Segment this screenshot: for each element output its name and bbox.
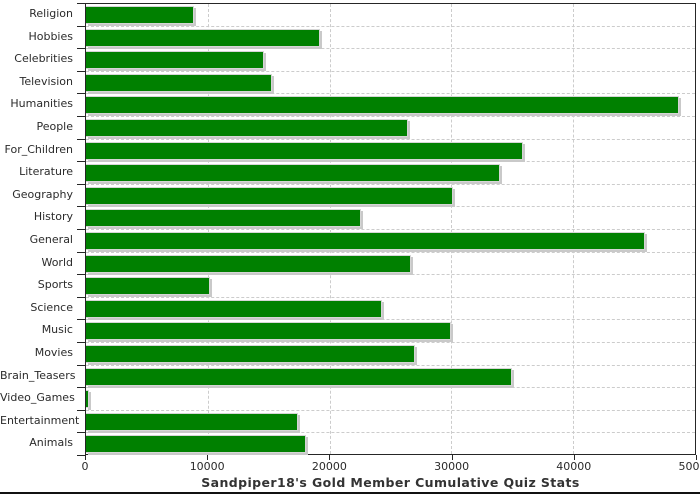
chart-row-history (86, 207, 695, 230)
bar-world (86, 254, 412, 273)
y-label-history: History (33, 210, 73, 224)
y-tick (77, 184, 85, 185)
plot-area (85, 3, 696, 455)
y-tick (77, 410, 85, 411)
bar-hobbies (86, 28, 320, 47)
x-tick-50000 (696, 455, 697, 460)
bar-video_games (86, 390, 90, 409)
y-label-science: Science (30, 300, 73, 314)
chart-row-people (86, 117, 695, 140)
y-tick (77, 71, 85, 72)
y-label-animals: Animals (29, 436, 73, 450)
chart-row-world (86, 253, 695, 276)
y-label-music: Music (41, 323, 73, 337)
y-tick (77, 93, 85, 94)
chart-row-general (86, 230, 695, 253)
bar-humanities (86, 96, 680, 115)
chart-row-religion (86, 4, 695, 27)
bar-music (86, 322, 452, 341)
bar-geography (86, 186, 453, 205)
y-label-brain_teasers: Brain_Teasers (0, 368, 76, 382)
bar-people (86, 118, 408, 137)
chart-title: Sandpiper18's Gold Member Cumulative Qui… (201, 475, 580, 490)
chart-row-video_games (86, 388, 695, 411)
y-tick (77, 432, 85, 433)
y-tick (77, 116, 85, 117)
x-tick-label-50000: 50000 (678, 460, 700, 473)
bar-television (86, 73, 273, 92)
x-tick-10000 (207, 455, 209, 460)
bar-brain_teasers (86, 367, 513, 386)
bar-animals (86, 435, 307, 454)
y-label-celebrities: Celebrities (14, 52, 73, 66)
y-label-humanities: Humanities (10, 97, 73, 111)
y-label-sports: Sports (37, 278, 73, 292)
y-tick (77, 206, 85, 207)
x-tick-label-40000: 40000 (556, 460, 592, 473)
y-label-entertainment: Entertainment (0, 413, 80, 427)
bar-sports (86, 277, 211, 296)
x-tick-label-0: 0 (81, 460, 89, 473)
chart-row-humanities (86, 94, 695, 117)
bar-religion (86, 6, 195, 24)
chart-row-literature (86, 162, 695, 185)
y-tick (77, 161, 85, 162)
y-label-television: Television (19, 74, 74, 88)
y-tick (77, 455, 85, 456)
chart-row-celebrities (86, 49, 695, 72)
bottom-divider (0, 492, 700, 494)
y-tick (77, 365, 85, 366)
x-tick-label-20000: 20000 (311, 460, 347, 473)
bar-movies (86, 344, 415, 363)
chart-row-music (86, 320, 695, 343)
y-label-video_games: Video_Games (0, 391, 75, 405)
bar-literature (86, 164, 501, 183)
x-tick-30000 (451, 455, 453, 460)
chart-row-television (86, 72, 695, 95)
y-label-geography: Geography (12, 187, 73, 201)
y-tick (77, 229, 85, 230)
bar-science (86, 299, 382, 318)
x-tick-label-30000: 30000 (434, 460, 470, 473)
y-tick (77, 139, 85, 140)
y-label-people: People (36, 120, 73, 133)
bar-celebrities (86, 51, 264, 70)
y-tick (77, 48, 85, 49)
chart-row-brain_teasers (86, 366, 695, 389)
y-label-religion: Religion (29, 7, 73, 20)
y-label-hobbies: Hobbies (28, 29, 73, 43)
y-tick (77, 319, 85, 320)
chart-row-hobbies (86, 27, 695, 50)
y-tick (77, 3, 85, 4)
y-label-movies: Movies (34, 346, 73, 359)
x-tick-40000 (573, 455, 575, 460)
y-tick (77, 26, 85, 27)
bar-history (86, 209, 362, 228)
x-tick-0 (85, 455, 86, 460)
x-tick-20000 (329, 455, 331, 460)
y-tick (77, 387, 85, 388)
chart-row-movies (86, 343, 695, 366)
y-label-for_children: For_Children (4, 142, 73, 156)
y-tick (77, 342, 85, 343)
chart-row-geography (86, 185, 695, 208)
bar-entertainment (86, 412, 298, 431)
chart-row-sports (86, 275, 695, 298)
y-label-world: World (41, 255, 73, 269)
y-tick (77, 274, 85, 275)
chart-row-animals (86, 433, 695, 456)
bar-for_children (86, 141, 524, 160)
y-label-literature: Literature (19, 165, 73, 179)
y-tick (77, 297, 85, 298)
chart-row-entertainment (86, 411, 695, 434)
y-tick (77, 252, 85, 253)
x-tick-label-10000: 10000 (189, 460, 225, 473)
y-label-general: General (29, 233, 73, 246)
chart-row-for_children (86, 140, 695, 163)
bar-general (86, 231, 646, 250)
chart-row-science (86, 298, 695, 321)
